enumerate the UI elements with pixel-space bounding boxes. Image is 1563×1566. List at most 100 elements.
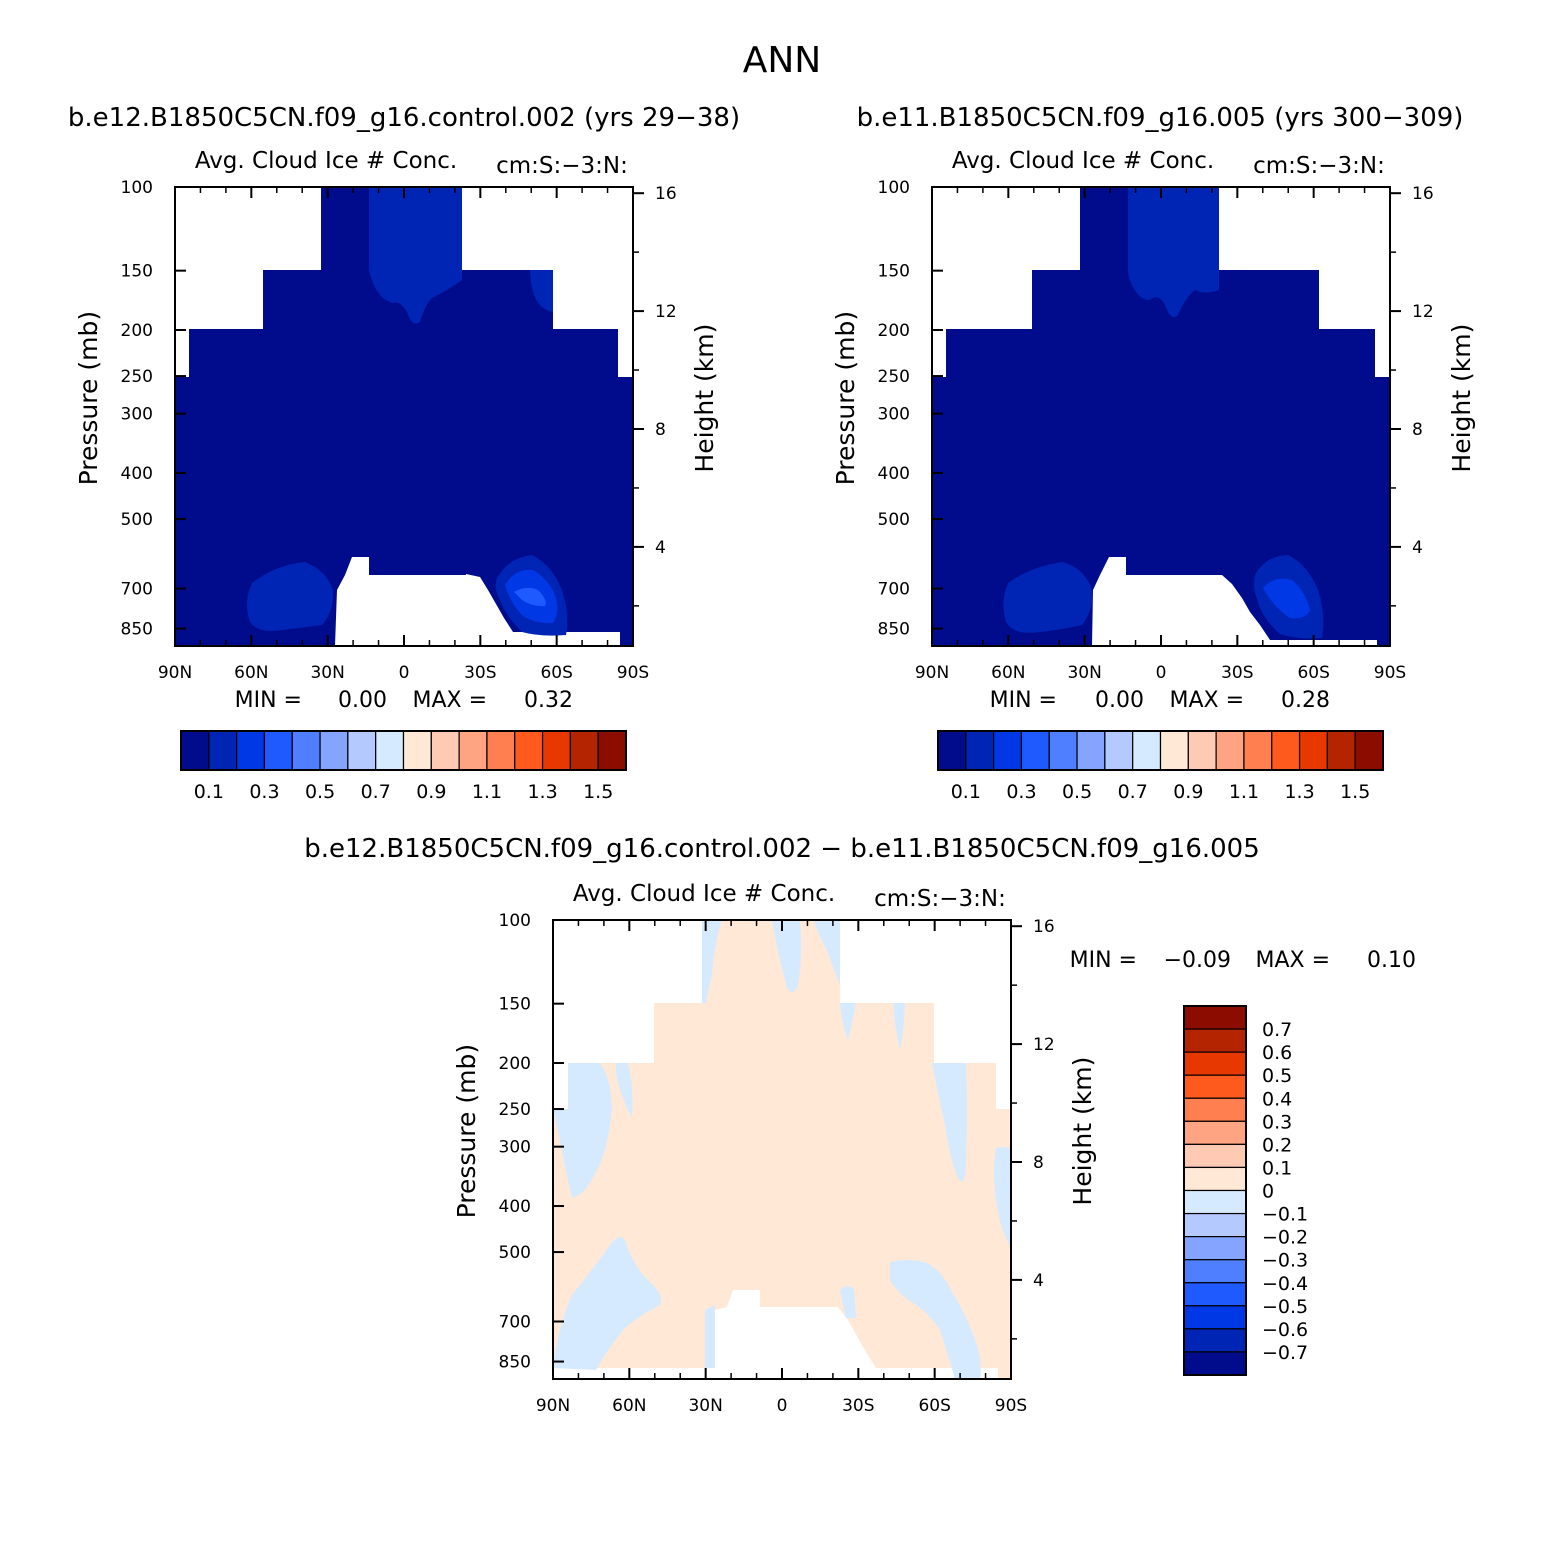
y-tick-label: 700 [499,1312,531,1332]
region-neg-lower-mid [705,1305,715,1368]
colorbar-box [1020,730,1050,771]
field [175,187,633,646]
colorbar-box [1183,1305,1247,1330]
x-tick-label: 90N [915,663,949,683]
colorbar-box [236,730,266,771]
y-tick-label: 250 [878,367,910,387]
max-label: MAX = [1255,948,1330,973]
colorbar-label: −0.3 [1262,1250,1308,1272]
x-tick-label: 30S [842,1396,874,1416]
colorbar-label: 0.7 [1262,1019,1292,1041]
y-tick-label: 850 [878,620,910,640]
y-tick-label: 200 [878,321,910,341]
colorbar-box [1183,1351,1247,1376]
x-tick-label: 0 [399,663,410,683]
colorbar-label: 1.3 [1284,781,1314,803]
x-tick-label: 0 [1156,663,1167,683]
colorbar-box [208,730,238,771]
colorbar-label: −0.6 [1262,1319,1308,1341]
x-tick-label: 60N [991,663,1025,683]
y-tick-label: 250 [499,1100,531,1120]
plot-title: Avg. Cloud Ice # Conc. [952,148,1214,174]
colorbar-label: 1.1 [1229,781,1259,803]
y-tick-label: 150 [121,262,153,282]
colorbar-box [1183,1005,1247,1030]
y-tick-label: 100 [121,178,153,198]
colorbar-box [402,730,432,771]
region-nh-low [246,562,334,631]
y-right-tick-label: 8 [655,420,666,440]
colorbar-box [1183,1051,1247,1076]
colorbar-box [1183,1074,1247,1099]
min-value: −0.09 [1164,948,1231,973]
colorbar-label: 0.1 [194,781,224,803]
figure-title: ANN [743,40,822,81]
min-value: 0.00 [338,688,387,713]
case-title: b.e12.B1850C5CN.f09_g16.control.002 (yrs… [68,103,740,133]
region-neg-left [553,1063,612,1198]
colorbar-frame [1183,1005,1247,1376]
colorbar-box [514,730,544,771]
colorbar-box [1048,730,1078,771]
colorbar-label: 1.5 [1340,781,1370,803]
colorbar-label: 0.3 [249,781,279,803]
y-tick-label: 500 [121,510,153,530]
colorbar-box [1159,730,1189,771]
max-label: MAX = [412,688,487,713]
y-right-tick-label: 12 [655,302,677,322]
y-tick-label: 400 [499,1197,531,1217]
region-neg-right-edge [994,1146,1011,1248]
y-tick-label: 500 [878,510,910,530]
colorbar: 0.1 0.3 0.5 0.7 0.9 1.1 1.3 1.5 [180,730,627,803]
y-tick-label: 850 [121,620,153,640]
panel-1: b.e12.B1850C5CN.f09_g16.control.002 (yrs… [68,103,740,803]
colorbar-box [1076,730,1106,771]
colorbar-label: 0.4 [1262,1088,1292,1110]
y-axis-label: Pressure (mb) [831,311,860,485]
colorbar-label: 0.5 [305,781,335,803]
colorbar-box [1183,1189,1247,1215]
y-tick-label: 250 [121,367,153,387]
colorbar-label: −0.7 [1262,1342,1308,1364]
colorbar-label: 0.3 [1006,781,1036,803]
colorbar: 0.70.60.50.40.30.20.10−0.1−0.2−0.3−0.4−0… [1183,1005,1308,1376]
plot-title: Avg. Cloud Ice # Conc. [195,148,457,174]
x-tick-label: 90N [536,1396,570,1416]
panel-2: b.e11.B1850C5CN.f09_g16.005 (yrs 300−309… [831,103,1476,803]
colorbar-box [180,730,210,771]
colorbar-box [1271,730,1301,771]
y-tick-label: 100 [878,178,910,198]
colorbar-label: 1.1 [472,781,502,803]
colorbar-box [263,730,293,771]
y-tick-label: 300 [121,405,153,425]
colorbar-label: 0.5 [1062,781,1092,803]
axes: 90N 60N 30N 0 30S 60S 90S 100 150 200 250 300 400 500… [74,178,719,683]
colorbar-box [1183,1028,1247,1053]
y-tick-label: 850 [499,1353,531,1373]
plot-title: Avg. Cloud Ice # Conc. [573,881,835,907]
y-tick-label: 300 [499,1138,531,1158]
colorbar-label: 0.3 [1262,1111,1292,1133]
x-tick-label: 90S [1374,663,1406,683]
y-right-tick-label: 12 [1033,1035,1055,1055]
colorbar-box [1183,1328,1247,1353]
colorbar-box [1326,730,1356,771]
x-tick-label: 0 [777,1396,788,1416]
region-neg-right [932,1063,967,1182]
y-right-tick-label: 8 [1033,1153,1044,1173]
units-label: cm:S:−3:N: [1253,153,1385,179]
colorbar-frame [937,730,1384,771]
colorbar-label: 0.6 [1262,1042,1292,1064]
region-neg-left-strip [615,1063,633,1118]
colorbar-label: 1.3 [527,781,557,803]
y-tick-label: 200 [499,1054,531,1074]
max-value: 0.28 [1281,688,1330,713]
colorbar-box [486,730,516,771]
colorbar-box [1183,1143,1247,1169]
region-neg-lower-left [553,1236,662,1370]
min-label: MIN = [990,688,1057,713]
colorbar-label: 0 [1262,1181,1274,1203]
colorbar-label: 0.1 [1262,1157,1292,1179]
colorbar-label: 0.1 [951,781,981,803]
colorbar-box [1183,1097,1247,1122]
